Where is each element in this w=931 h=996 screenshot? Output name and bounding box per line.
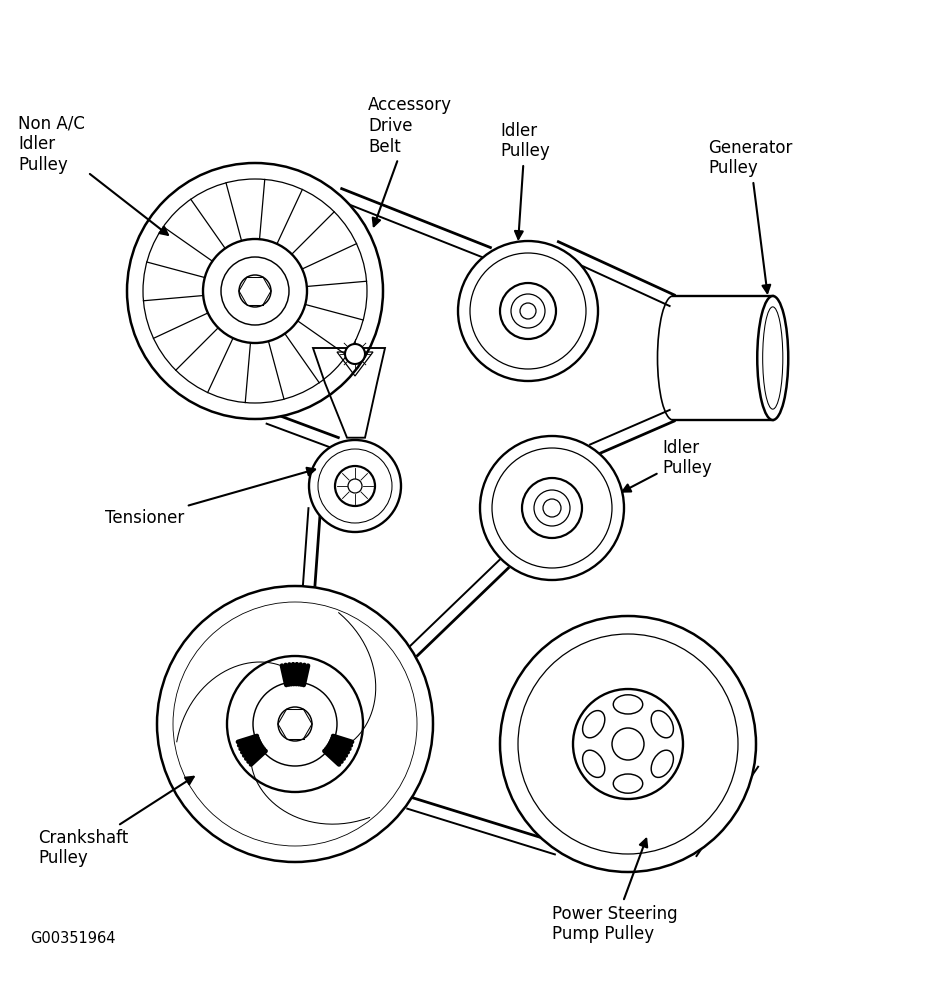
Polygon shape bbox=[589, 409, 675, 456]
Circle shape bbox=[309, 440, 401, 532]
Polygon shape bbox=[303, 507, 320, 588]
Text: Generator
Pulley: Generator Pulley bbox=[708, 138, 792, 293]
Circle shape bbox=[480, 436, 624, 580]
Text: Non A/C
Idler
Pulley: Non A/C Idler Pulley bbox=[18, 115, 168, 235]
Polygon shape bbox=[408, 559, 509, 656]
Text: Accessory
Drive
Belt: Accessory Drive Belt bbox=[368, 97, 452, 226]
Ellipse shape bbox=[583, 750, 605, 778]
Ellipse shape bbox=[614, 695, 642, 714]
Polygon shape bbox=[407, 797, 560, 855]
Text: Idler
Pulley: Idler Pulley bbox=[623, 438, 712, 492]
Text: Power Steering
Pump Pulley: Power Steering Pump Pulley bbox=[552, 839, 678, 943]
Polygon shape bbox=[265, 412, 340, 449]
Ellipse shape bbox=[757, 296, 789, 420]
Circle shape bbox=[127, 163, 383, 419]
FancyBboxPatch shape bbox=[673, 296, 863, 420]
Circle shape bbox=[458, 241, 598, 381]
Ellipse shape bbox=[614, 774, 642, 793]
Circle shape bbox=[157, 586, 433, 862]
Circle shape bbox=[500, 616, 756, 872]
Text: G00351964: G00351964 bbox=[30, 931, 115, 946]
Ellipse shape bbox=[651, 750, 673, 778]
Text: Tensioner: Tensioner bbox=[105, 468, 315, 527]
Ellipse shape bbox=[583, 710, 605, 738]
Polygon shape bbox=[336, 188, 492, 259]
Text: Crankshaft
Pulley: Crankshaft Pulley bbox=[38, 777, 194, 868]
Ellipse shape bbox=[651, 710, 673, 738]
Polygon shape bbox=[688, 761, 759, 857]
Polygon shape bbox=[552, 241, 676, 307]
Text: Idler
Pulley: Idler Pulley bbox=[500, 122, 549, 239]
Circle shape bbox=[345, 344, 365, 364]
